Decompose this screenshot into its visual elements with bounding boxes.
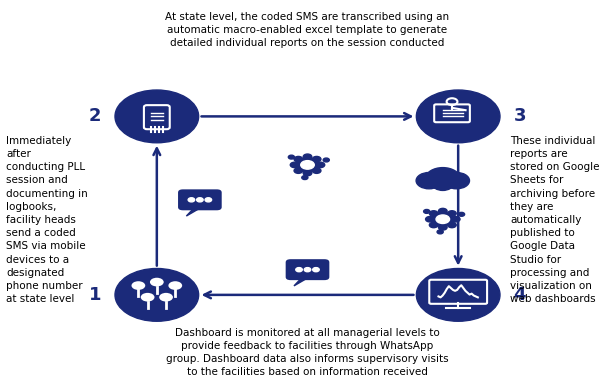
- Circle shape: [296, 158, 319, 172]
- Circle shape: [159, 293, 173, 301]
- Circle shape: [141, 293, 154, 301]
- Polygon shape: [294, 277, 309, 286]
- Circle shape: [416, 173, 442, 189]
- Text: At state level, the coded SMS are transcribed using an
automatic macro-enabled e: At state level, the coded SMS are transc…: [165, 12, 450, 48]
- Circle shape: [437, 230, 443, 234]
- Text: Dashboard is monitored at all managerial levels to
provide feedback to facilitie: Dashboard is monitored at all managerial…: [166, 328, 449, 378]
- Circle shape: [426, 168, 460, 189]
- Circle shape: [290, 162, 299, 168]
- Text: 2: 2: [89, 107, 101, 125]
- Circle shape: [296, 268, 303, 272]
- Circle shape: [115, 90, 199, 143]
- Circle shape: [323, 158, 329, 162]
- Circle shape: [302, 176, 308, 180]
- Text: These individual
reports are
stored on Google
Sheets for
archiving before
they a: These individual reports are stored on G…: [510, 136, 600, 304]
- Text: Immediately
after
conducting PLL
session and
documenting in
logbooks,
facility h: Immediately after conducting PLL session…: [6, 136, 88, 304]
- Circle shape: [432, 212, 454, 226]
- Circle shape: [436, 215, 450, 223]
- Circle shape: [429, 222, 438, 228]
- Circle shape: [115, 268, 199, 321]
- Circle shape: [451, 217, 460, 222]
- Circle shape: [443, 173, 469, 189]
- Circle shape: [426, 217, 434, 222]
- Circle shape: [304, 268, 311, 272]
- Circle shape: [312, 268, 319, 272]
- Circle shape: [301, 161, 314, 169]
- Circle shape: [438, 208, 447, 214]
- Circle shape: [312, 156, 321, 162]
- Circle shape: [303, 170, 312, 176]
- Circle shape: [150, 278, 164, 286]
- Circle shape: [458, 212, 464, 216]
- Text: 4: 4: [514, 286, 526, 304]
- Circle shape: [169, 281, 182, 290]
- Circle shape: [429, 211, 438, 216]
- Circle shape: [303, 154, 312, 159]
- Circle shape: [188, 198, 195, 202]
- Text: 3: 3: [514, 107, 526, 125]
- Polygon shape: [186, 207, 202, 216]
- Circle shape: [448, 222, 456, 228]
- FancyBboxPatch shape: [285, 259, 330, 280]
- Circle shape: [416, 90, 500, 143]
- FancyBboxPatch shape: [178, 189, 221, 210]
- Circle shape: [294, 168, 303, 173]
- Circle shape: [438, 225, 447, 230]
- Circle shape: [294, 156, 303, 162]
- Circle shape: [424, 210, 430, 213]
- Circle shape: [205, 198, 212, 202]
- Circle shape: [197, 198, 203, 202]
- Circle shape: [288, 155, 295, 159]
- Circle shape: [416, 268, 500, 321]
- Circle shape: [448, 211, 456, 216]
- Circle shape: [312, 168, 321, 173]
- Circle shape: [316, 162, 325, 168]
- Text: 1: 1: [89, 286, 101, 304]
- Circle shape: [432, 177, 453, 191]
- Circle shape: [132, 281, 145, 290]
